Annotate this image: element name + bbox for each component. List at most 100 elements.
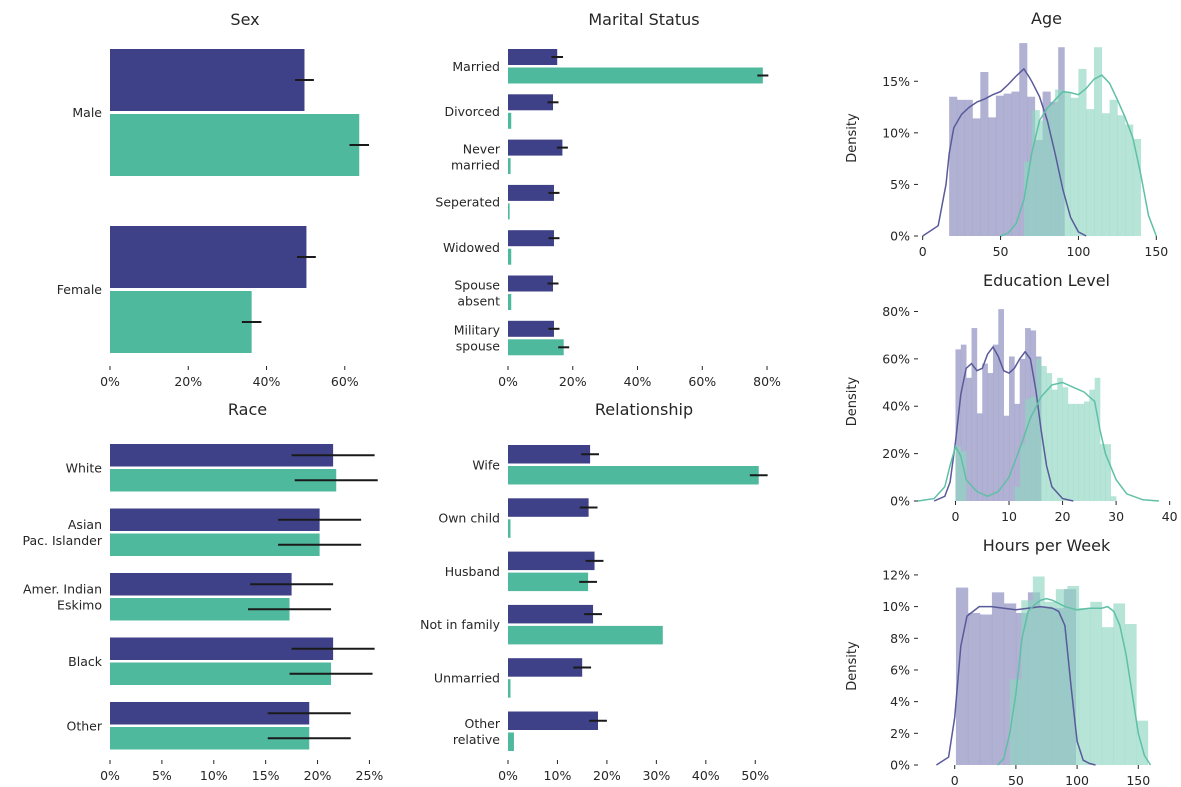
hours-hist-bar-a — [991, 592, 1005, 765]
education-title: Education Level — [983, 271, 1110, 290]
hours-hist-bar-b — [1021, 600, 1034, 765]
education-hist-bar-a — [976, 413, 983, 501]
education-hist-bar-a — [1003, 415, 1010, 501]
marital-category-label: Military — [454, 323, 501, 338]
sex-chart: Male Female 0% 20% 40% 60% — [57, 49, 370, 389]
race-category-label: Other — [67, 718, 103, 733]
education-hist-bar-b — [1094, 377, 1101, 501]
age-hist-bar-a — [1011, 91, 1020, 236]
age-hist-bar-a — [956, 99, 966, 237]
age-ylabel: Density — [845, 113, 860, 163]
sex-category-label: Female — [57, 282, 103, 297]
marital-category-label: Spouse — [454, 277, 500, 292]
marital-xtick-label: 80% — [753, 374, 781, 389]
race-bar-a-4 — [110, 702, 310, 725]
education-hist-bar-a — [998, 309, 1004, 501]
age-hist-bar-b — [1047, 104, 1056, 236]
marital-bar-a-2 — [508, 139, 563, 156]
relationship-bar-a-3 — [508, 604, 594, 624]
hours-hist-bar-a — [955, 587, 969, 765]
education-ylabel: Density — [845, 376, 860, 426]
marital-category-label: absent — [457, 293, 500, 308]
hours-hist-bar-b — [1124, 624, 1137, 765]
education-hist-bar-b — [1030, 396, 1037, 501]
age-hist-bar-b — [1117, 115, 1126, 236]
hours-xtick-label: 0 — [951, 773, 959, 787]
education-ytick-label: 80% — [882, 304, 910, 319]
hours-hist-bar-b — [1101, 627, 1114, 765]
marital-xtick-label: 60% — [688, 374, 716, 389]
education-ytick-label: 60% — [882, 351, 910, 366]
hours-xtick-label: 50 — [1008, 773, 1024, 787]
education-hist-bar-b — [1078, 403, 1085, 501]
hours-ytick-label: 12% — [882, 567, 910, 582]
race-bar-a-2 — [110, 573, 292, 596]
education-chart: 0% 20% 40% 60% 80% 0 10 20 30 40 Density — [845, 304, 1178, 524]
hours-ytick-label: 2% — [890, 726, 910, 741]
age-hist-bar-b — [1039, 120, 1048, 236]
hours-ytick-label: 0% — [890, 758, 910, 773]
marital-bar-a-1 — [508, 94, 554, 111]
age-hist-bar-b — [1125, 124, 1134, 236]
hours-hist-bar-b — [1032, 576, 1045, 765]
relationship-bar-b-1 — [508, 519, 511, 538]
race-bar-b-0 — [110, 469, 337, 492]
education-hist-bar-b — [1073, 403, 1079, 501]
race-xtick-label: 15% — [252, 768, 280, 783]
race-bar-b-1 — [110, 533, 320, 556]
relationship-xtick-label: 10% — [544, 768, 572, 783]
hours-hist-bar-a — [979, 614, 993, 765]
education-hist-bar-b — [1100, 444, 1106, 501]
sex-bar-a-0 — [110, 49, 305, 111]
hours-xtick-label: 150 — [1126, 773, 1150, 787]
marital-bar-a-6 — [508, 320, 554, 337]
hours-hist-bar-b — [1009, 679, 1022, 765]
age-hist-bar-a — [949, 96, 958, 236]
education-hist-bar-a — [987, 373, 994, 501]
education-ytick-label: 20% — [882, 446, 910, 461]
age-hist-bar-a — [972, 118, 981, 236]
marital-category-label: Never — [463, 141, 501, 156]
hours-hist-bar-b — [1090, 601, 1103, 765]
age-hist-bar-b — [1078, 68, 1087, 236]
relationship-title: Relationship — [595, 400, 693, 419]
age-hist-bar-a — [964, 99, 973, 237]
age-kde-line-b — [1000, 74, 1158, 237]
age-hist-bar-a — [980, 71, 989, 237]
race-category-label: Black — [68, 654, 103, 669]
age-hist-bar-a — [1003, 93, 1012, 236]
age-hist-bar-a — [995, 95, 1004, 236]
marital-bar-b-3 — [508, 203, 510, 220]
marital-bar-b-4 — [508, 248, 512, 265]
age-hist-bar-b — [1101, 113, 1110, 236]
marital-bar-b-0 — [508, 67, 763, 84]
relationship-category-label: Other — [465, 716, 501, 731]
marital-category-label: married — [451, 157, 500, 172]
education-hist-bar-b — [1083, 401, 1090, 501]
hours-hist-bar-b — [1113, 603, 1126, 765]
marital-category-label: Divorced — [444, 104, 500, 119]
education-hist-bar-a — [971, 328, 978, 501]
age-hist-bar-b — [1086, 109, 1095, 236]
relationship-category-label: Husband — [445, 564, 500, 579]
race-bar-b-2 — [110, 598, 290, 621]
sex-xtick-label: 20% — [174, 374, 202, 389]
education-hist-bar-b — [1035, 358, 1042, 501]
education-ytick-label: 0% — [890, 494, 910, 509]
education-hist-bar-a — [992, 344, 999, 501]
education-hist-bar-a — [1014, 403, 1021, 501]
age-hist-bar-b — [1132, 139, 1142, 236]
relationship-bar-b-5 — [508, 732, 514, 751]
marital-bar-a-5 — [508, 275, 554, 292]
race-xtick-label: 5% — [152, 768, 172, 783]
marital-title: Marital Status — [588, 10, 699, 29]
relationship-bar-a-1 — [508, 498, 589, 517]
relationship-bar-a-2 — [508, 551, 595, 571]
age-ytick-label: 10% — [882, 125, 910, 140]
hours-chart: 0% 2% 4% 6% 8% 10% 12% 0 50 100 150 Density — [845, 567, 1152, 787]
hours-hist-bar-b — [1044, 601, 1057, 765]
race-category-label: Asian — [68, 517, 102, 532]
age-hist-bar-b — [1070, 97, 1079, 236]
education-hist-bar-a — [960, 344, 967, 501]
